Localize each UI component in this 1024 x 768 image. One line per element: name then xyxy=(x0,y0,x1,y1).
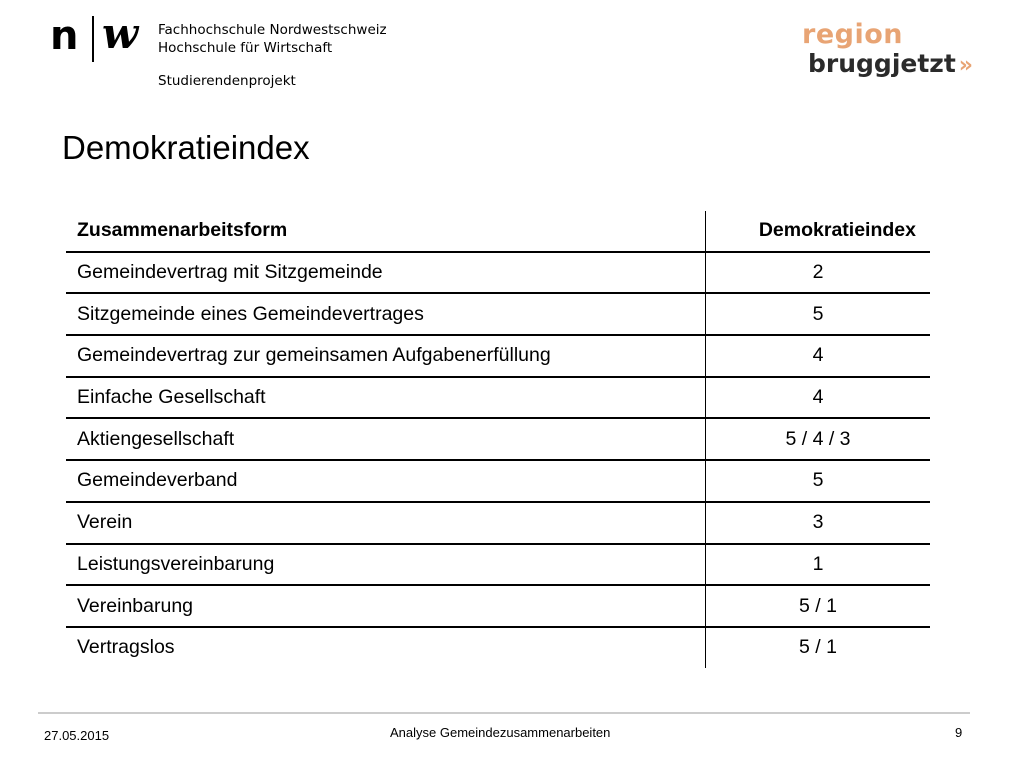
table-row: Gemeindeverband 5 xyxy=(66,460,930,503)
table-row: Gemeindevertrag zur gemeinsamen Aufgaben… xyxy=(66,335,930,378)
cell-form: Gemeindeverband xyxy=(66,460,706,503)
cell-form: Sitzgemeinde eines Gemeindevertrages xyxy=(66,293,706,337)
region-logo-bottom: bruggjetzt» xyxy=(808,49,974,80)
footer-date: 27.05.2015 xyxy=(44,728,110,743)
column-header-demokratieindex: Demokratieindex xyxy=(705,211,930,253)
logo-letter-n: n xyxy=(50,13,79,59)
school-name-line2: Hochschule für Wirtschaft xyxy=(158,40,333,56)
page-number: 9 xyxy=(955,725,963,740)
footer-divider xyxy=(38,712,970,714)
cell-index: 5 / 1 xyxy=(705,585,930,628)
cell-form: Verein xyxy=(66,501,706,545)
cell-index: 4 xyxy=(705,335,930,378)
column-header-zusammenarbeitsform: Zusammenarbeitsform xyxy=(66,211,706,253)
cell-form: Gemeindevertrag zur gemeinsamen Aufgaben… xyxy=(66,335,706,378)
cell-index: 2 xyxy=(705,251,930,295)
cell-index: 3 xyxy=(705,501,930,545)
school-name-line1: Fachhochschule Nordwestschweiz xyxy=(158,22,387,38)
cell-form: Einfache Gesellschaft xyxy=(66,376,706,420)
cell-form: Leistungsvereinbarung xyxy=(66,543,706,587)
logo-letter-w: w xyxy=(102,9,139,58)
region-logo: region bruggjetzt» xyxy=(802,19,974,80)
cell-form: Gemeindevertrag mit Sitzgemeinde xyxy=(66,251,706,295)
table-row: Aktiengesellschaft 5 / 4 / 3 xyxy=(66,418,930,462)
cell-form: Vertragslos xyxy=(66,626,706,668)
cell-index: 5 xyxy=(705,293,930,337)
table-row: Gemeindevertrag mit Sitzgemeinde 2 xyxy=(66,251,930,295)
table-header-row: Zusammenarbeitsform Demokratieindex xyxy=(66,211,930,253)
table-row: Verein 3 xyxy=(66,501,930,545)
school-name: Fachhochschule Nordwestschweiz Hochschul… xyxy=(158,21,387,57)
cell-index: 5 / 4 / 3 xyxy=(705,418,930,462)
cell-index: 4 xyxy=(705,376,930,420)
cell-form: Vereinbarung xyxy=(66,585,706,628)
project-label: Studierendenprojekt xyxy=(158,73,296,89)
table-row: Leistungsvereinbarung 1 xyxy=(66,543,930,587)
region-logo-top: region xyxy=(802,19,903,50)
cell-form: Aktiengesellschaft xyxy=(66,418,706,462)
chevron-right-icon: » xyxy=(958,53,974,78)
page-title: Demokratieindex xyxy=(62,129,310,166)
table-row: Sitzgemeinde eines Gemeindevertrages 5 xyxy=(66,293,930,337)
demokratieindex-table: Zusammenarbeitsform Demokratieindex Geme… xyxy=(66,211,930,668)
table-row: Einfache Gesellschaft 4 xyxy=(66,376,930,420)
table-row: Vertragslos 5 / 1 xyxy=(66,626,930,668)
logo-divider xyxy=(92,16,94,62)
cell-index: 5 xyxy=(705,460,930,503)
region-logo-word: bruggjetzt xyxy=(808,49,956,78)
cell-index: 1 xyxy=(705,543,930,587)
cell-index: 5 / 1 xyxy=(799,636,837,659)
table-row: Vereinbarung 5 / 1 xyxy=(66,585,930,628)
footer-title: Analyse Gemeindezusammenarbeiten xyxy=(390,725,611,740)
